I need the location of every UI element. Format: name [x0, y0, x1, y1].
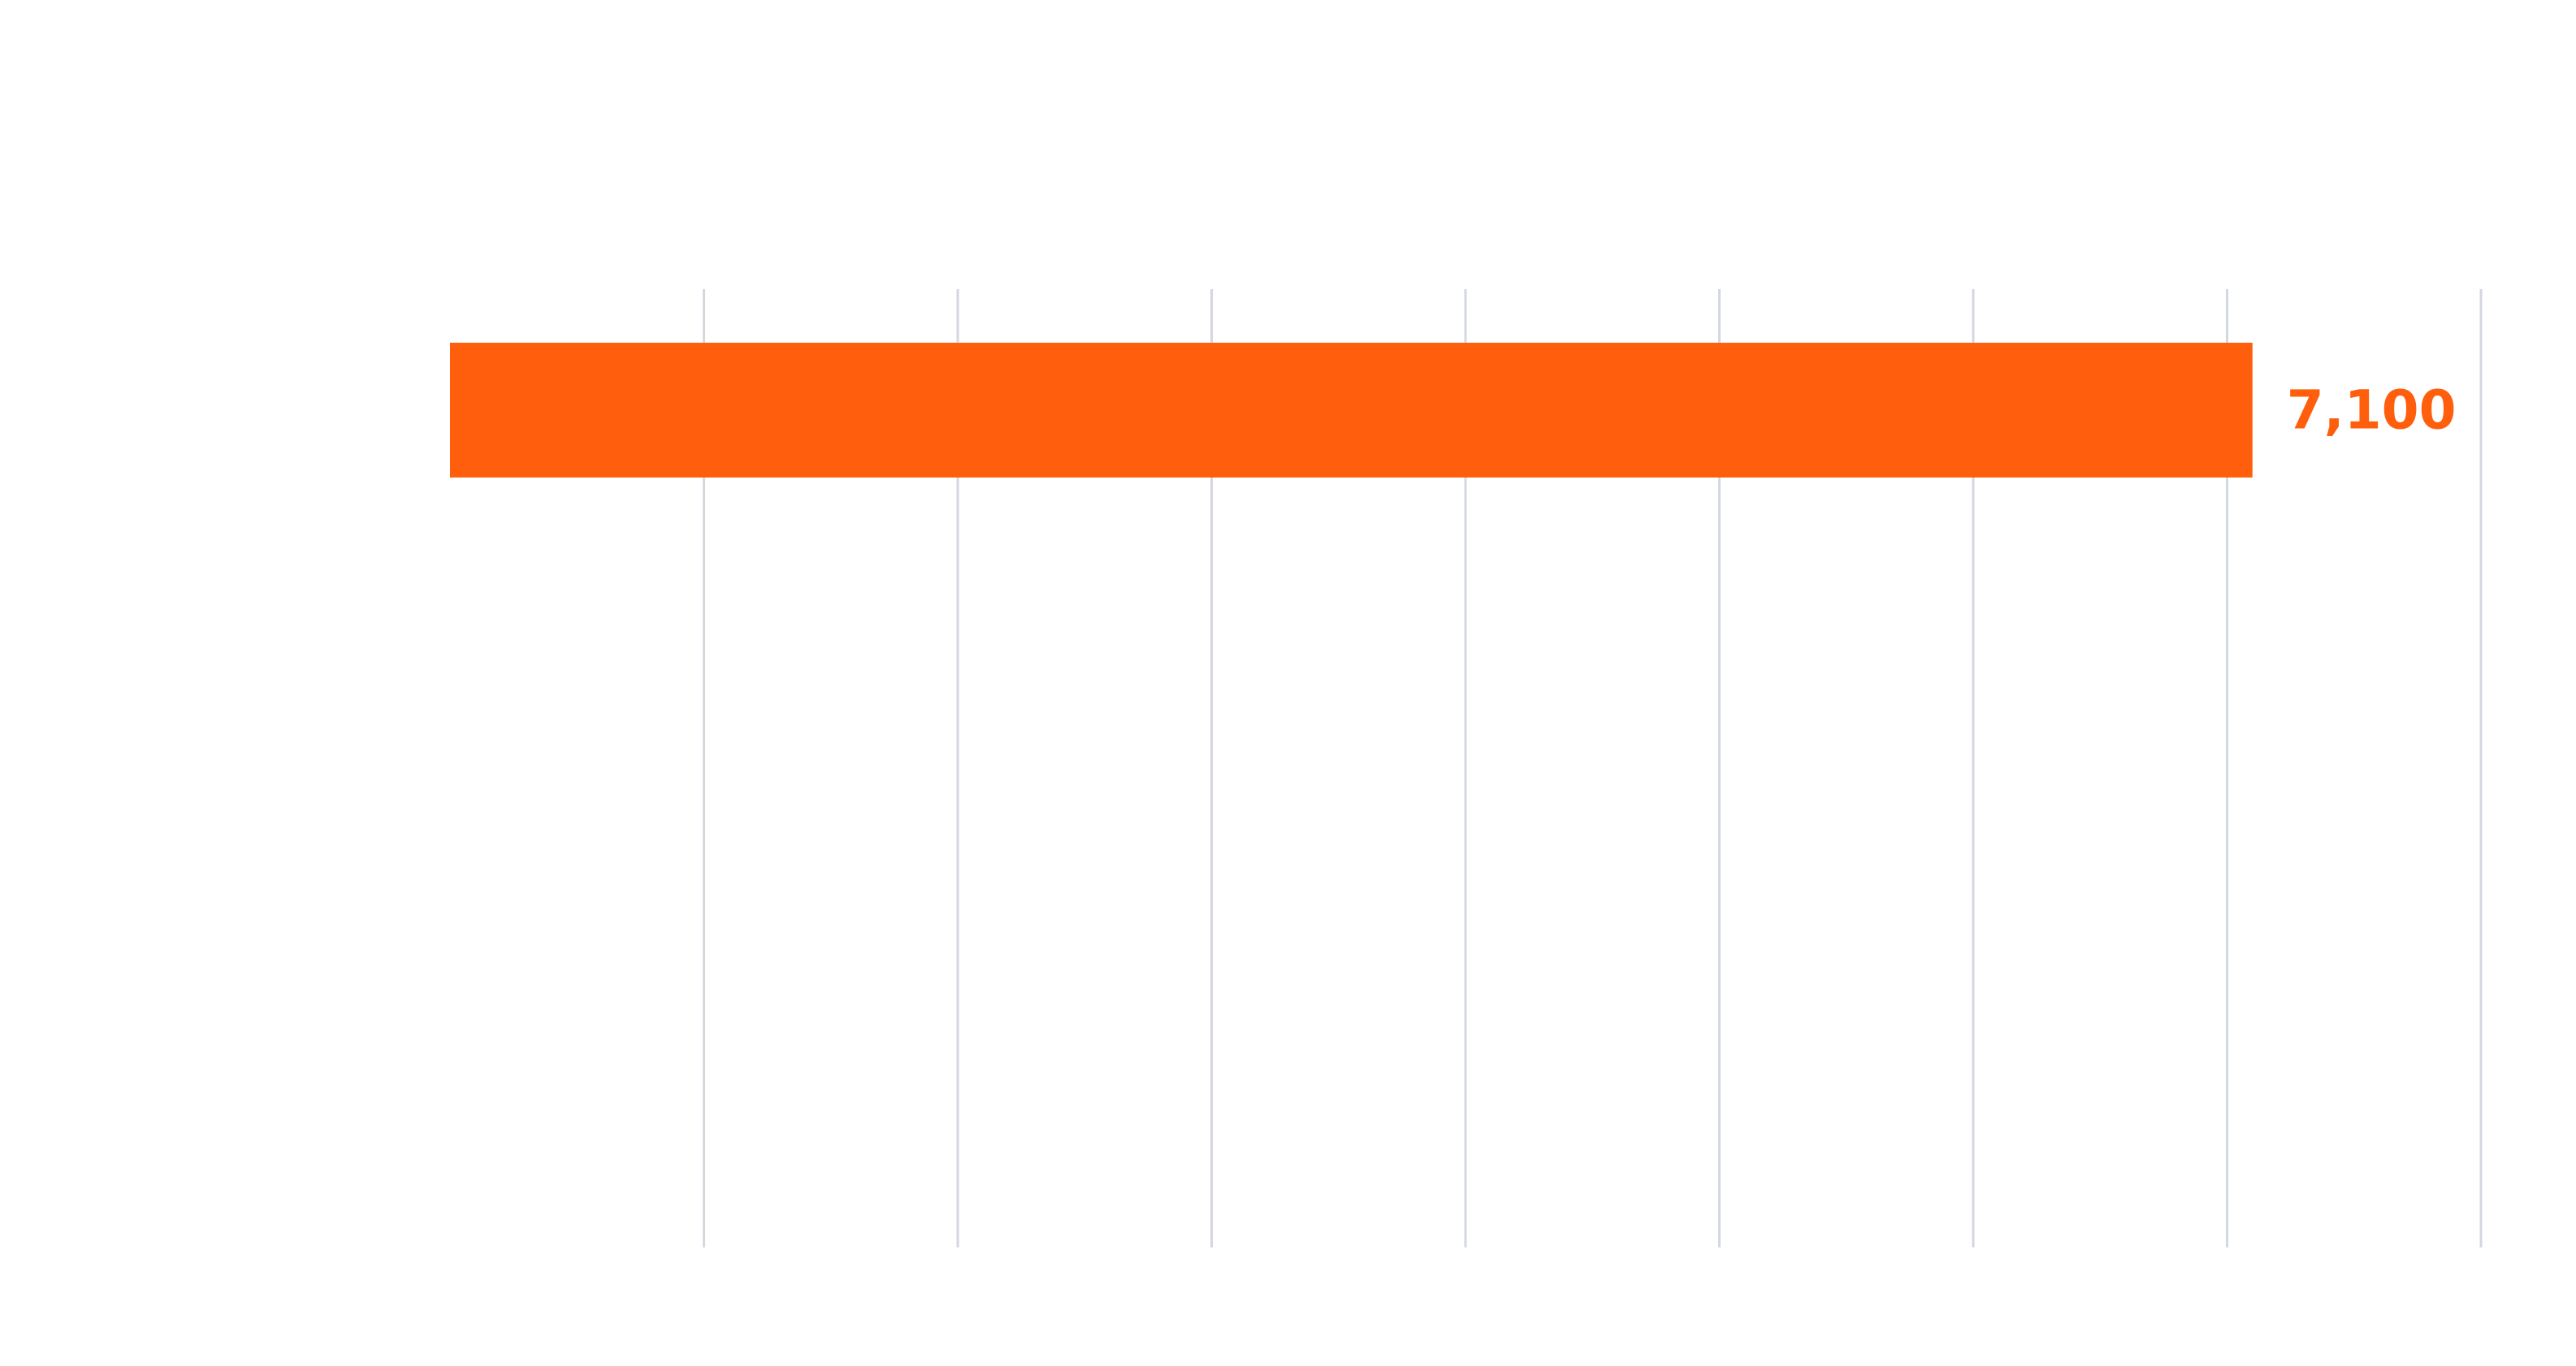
bar-0	[450, 343, 2253, 478]
data-labels: 7,100	[2287, 379, 2457, 442]
bar-value-label-0: 7,100	[2287, 379, 2457, 442]
bars	[450, 343, 2253, 478]
